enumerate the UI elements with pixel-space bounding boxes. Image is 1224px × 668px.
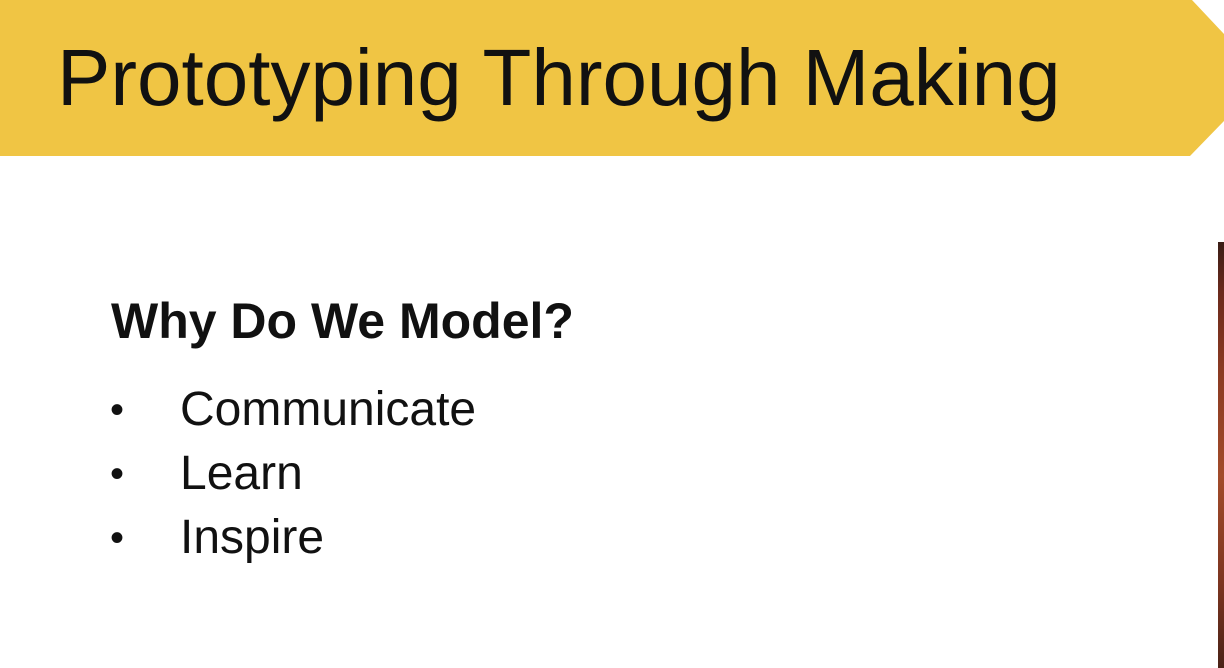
bullet-list: • Communicate • Learn • Inspire [108,378,476,570]
bullet-item-inspire: • Inspire [108,506,476,570]
slide-title: Prototyping Through Making [57,33,1061,122]
bullet-dot: • [110,516,125,560]
bullet-text: Learn [180,447,303,500]
bullet-item-learn: • Learn [108,442,476,506]
title-banner [0,0,1224,156]
bullet-item-communicate: • Communicate [108,378,476,442]
cropped-photo-edge [1218,242,1224,668]
bullet-dot: • [110,452,125,496]
bullet-dot: • [110,388,125,432]
slide-subtitle: Why Do We Model? [111,293,574,349]
bullet-text: Inspire [180,511,325,564]
bullet-text: Communicate [180,383,477,436]
